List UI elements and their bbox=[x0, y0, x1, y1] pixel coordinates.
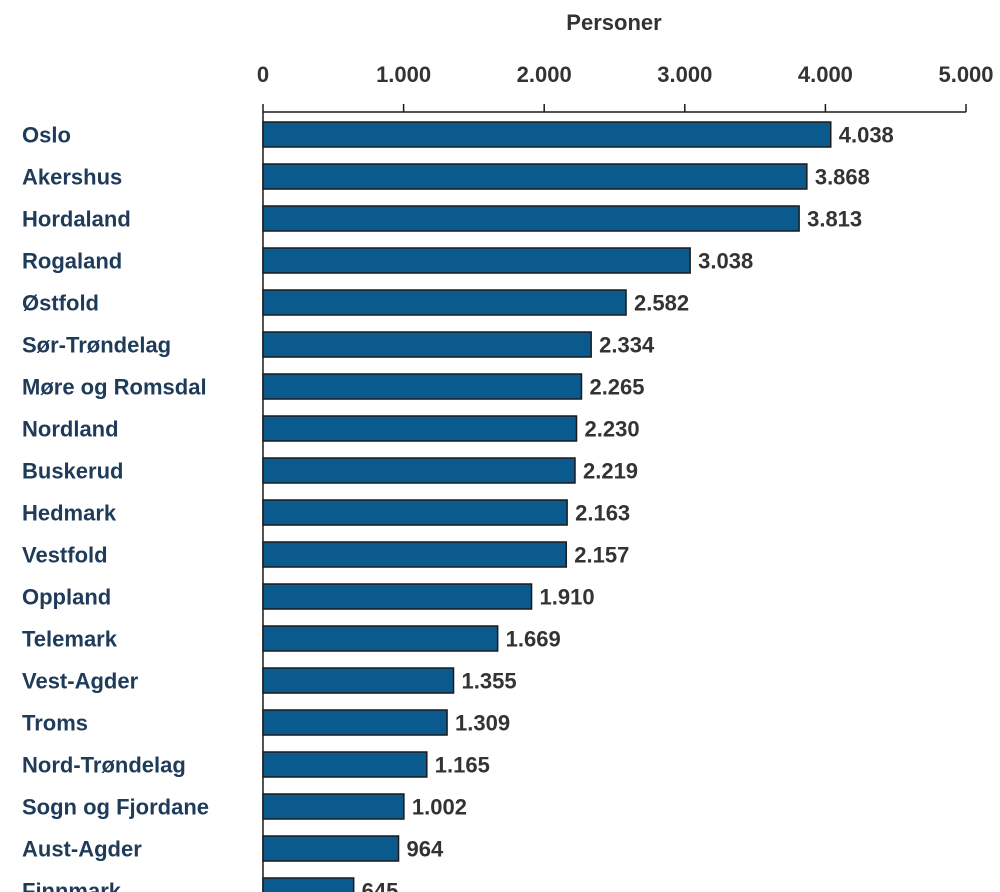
value-label: 2.230 bbox=[585, 417, 640, 442]
x-axis-title: Personer bbox=[566, 10, 662, 35]
category-label: Hordaland bbox=[22, 207, 131, 232]
value-label: 4.038 bbox=[839, 123, 894, 148]
category-label: Sogn og Fjordane bbox=[22, 795, 209, 820]
bar bbox=[262, 457, 576, 484]
bar bbox=[262, 415, 578, 442]
category-label: Sør-Trøndelag bbox=[22, 333, 171, 358]
value-label: 3.813 bbox=[807, 207, 862, 232]
x-tick-label: 1.000 bbox=[376, 62, 431, 87]
category-label: Hedmark bbox=[22, 501, 117, 526]
category-label: Akershus bbox=[22, 165, 122, 190]
value-label: 645 bbox=[362, 879, 399, 892]
bar bbox=[262, 667, 455, 694]
bar bbox=[262, 373, 583, 400]
bar bbox=[262, 835, 400, 862]
value-label: 2.265 bbox=[589, 375, 644, 400]
bars bbox=[262, 121, 832, 892]
value-label: 2.334 bbox=[599, 333, 655, 358]
value-label: 2.157 bbox=[574, 543, 629, 568]
value-label: 2.219 bbox=[583, 459, 638, 484]
value-label: 1.309 bbox=[455, 711, 510, 736]
value-label: 1.355 bbox=[462, 669, 517, 694]
category-label: Finnmark bbox=[22, 879, 122, 892]
category-label: Troms bbox=[22, 711, 88, 736]
bar bbox=[262, 793, 405, 820]
value-label: 2.582 bbox=[634, 291, 689, 316]
bar bbox=[262, 751, 428, 778]
category-label: Vest-Agder bbox=[22, 669, 139, 694]
category-label: Oppland bbox=[22, 585, 111, 610]
bar bbox=[262, 625, 499, 652]
bar bbox=[262, 709, 448, 736]
value-label: 964 bbox=[407, 837, 444, 862]
x-tick-label: 3.000 bbox=[657, 62, 712, 87]
value-label: 1.910 bbox=[540, 585, 595, 610]
value-label: 2.163 bbox=[575, 501, 630, 526]
bar bbox=[262, 331, 592, 358]
x-tick-label: 5.000 bbox=[938, 62, 993, 87]
bar bbox=[262, 205, 800, 232]
bar bbox=[262, 541, 568, 568]
category-label: Østfold bbox=[22, 291, 99, 316]
value-label: 3.868 bbox=[815, 165, 870, 190]
x-tick-label: 2.000 bbox=[517, 62, 572, 87]
value-label: 1.002 bbox=[412, 795, 467, 820]
bar bbox=[262, 499, 568, 526]
category-label: Nordland bbox=[22, 417, 119, 442]
category-label: Buskerud bbox=[22, 459, 123, 484]
bar bbox=[262, 247, 691, 274]
bar bbox=[262, 289, 627, 316]
bar bbox=[262, 121, 832, 148]
category-label: Aust-Agder bbox=[22, 837, 142, 862]
bar bbox=[262, 163, 808, 190]
category-label: Møre og Romsdal bbox=[22, 375, 207, 400]
bar bbox=[262, 877, 355, 892]
value-label: 3.038 bbox=[698, 249, 753, 274]
x-tick-label: 4.000 bbox=[798, 62, 853, 87]
category-labels: Oslo Akershus Hordaland Rogaland Østfold Sør-… bbox=[22, 123, 209, 892]
category-label: Oslo bbox=[22, 123, 71, 148]
category-label: Telemark bbox=[22, 627, 118, 652]
x-tick-label: 0 bbox=[257, 62, 269, 87]
category-label: Nord-Trøndelag bbox=[22, 753, 186, 778]
bar bbox=[262, 583, 533, 610]
value-label: 1.669 bbox=[506, 627, 561, 652]
value-labels: 4.038 3.868 3.813 3.038 2.582 2.334 2.265 2.230… bbox=[362, 123, 894, 892]
category-label: Rogaland bbox=[22, 249, 122, 274]
category-label: Vestfold bbox=[22, 543, 108, 568]
value-label: 1.165 bbox=[435, 753, 490, 778]
